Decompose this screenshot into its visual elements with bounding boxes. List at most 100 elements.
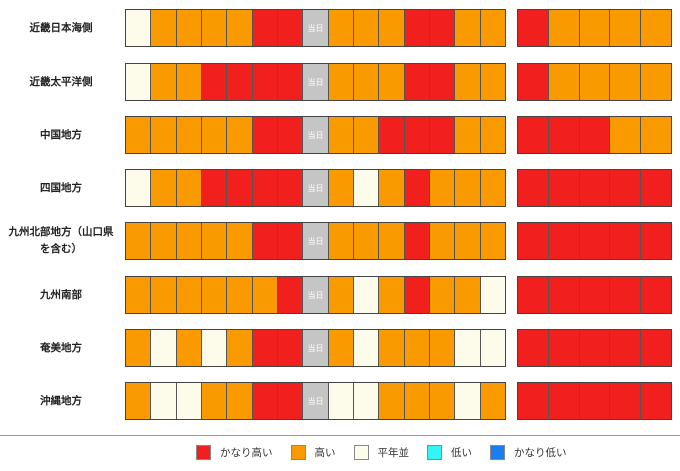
day-cell — [176, 277, 202, 313]
period-cell — [518, 277, 549, 313]
daily-forecast-strip: 当日 — [125, 276, 506, 314]
period-cell — [610, 170, 642, 206]
day-cell — [227, 383, 253, 419]
day-cell — [353, 223, 380, 259]
period-cell — [610, 64, 642, 100]
period-cell — [579, 10, 611, 46]
legend-item: かなり低い — [490, 444, 567, 460]
day-cell — [480, 383, 505, 419]
day-cell — [176, 117, 202, 153]
day-cell — [480, 10, 505, 46]
extended-forecast-strip — [517, 169, 672, 207]
day-cell — [328, 383, 354, 419]
legend-label: 平年並 — [377, 446, 410, 459]
day-cell — [480, 277, 505, 313]
day-cell — [455, 170, 481, 206]
period-cell — [641, 64, 671, 100]
day-cell — [429, 223, 456, 259]
day-cell — [277, 64, 304, 100]
day-cell — [151, 223, 177, 259]
day-cell — [404, 10, 430, 46]
period-cell — [579, 117, 611, 153]
day-cell — [379, 277, 405, 313]
day-cell — [455, 117, 481, 153]
daily-forecast-strip: 当日 — [125, 329, 506, 367]
legend-label: かなり低い — [514, 446, 567, 459]
period-cell — [579, 223, 611, 259]
period-cell — [641, 330, 671, 366]
day-cell — [252, 10, 278, 46]
period-cell — [610, 10, 642, 46]
day-cell — [429, 64, 456, 100]
day-cell — [353, 64, 380, 100]
day-cell — [480, 64, 505, 100]
day-cell — [379, 117, 405, 153]
day-cell — [277, 383, 304, 419]
day-cell — [353, 277, 380, 313]
period-cell — [641, 170, 671, 206]
region-row: 九州南部 当日 — [0, 276, 680, 314]
day-cell — [151, 170, 177, 206]
legend-label: 低い — [451, 446, 472, 459]
region-label: 九州南部 — [40, 288, 82, 301]
day-cell — [379, 64, 405, 100]
today-cell: 当日 — [303, 383, 329, 419]
day-cell — [126, 64, 152, 100]
period-cell — [518, 383, 549, 419]
day-cell — [151, 117, 177, 153]
extended-forecast-strip — [517, 116, 672, 154]
legend: かなり高い 高い 平年並 低い かなり低い — [196, 443, 585, 461]
day-cell — [201, 10, 228, 46]
period-cell — [641, 117, 671, 153]
day-cell — [277, 277, 304, 313]
day-cell — [126, 383, 152, 419]
day-cell — [201, 277, 228, 313]
legend-swatch — [290, 444, 306, 460]
region-label-line: 九州北部地方（山口県 — [8, 226, 114, 238]
daily-forecast-strip: 当日 — [125, 116, 506, 154]
legend-swatch — [490, 444, 505, 460]
day-cell — [151, 277, 177, 313]
day-cell — [328, 277, 354, 313]
period-cell — [548, 64, 580, 100]
day-cell — [151, 383, 177, 419]
period-cell — [548, 223, 580, 259]
day-cell — [429, 383, 456, 419]
day-cell — [353, 330, 380, 366]
day-cell — [126, 330, 152, 366]
region-row: 九州北部地方（山口県 を含む） 当日 — [0, 222, 680, 260]
day-cell — [201, 223, 228, 259]
region-label: 中国地方 — [40, 128, 82, 141]
period-cell — [641, 223, 671, 259]
day-cell — [404, 117, 430, 153]
day-cell — [126, 223, 152, 259]
day-cell — [227, 223, 253, 259]
extended-forecast-strip — [517, 63, 672, 101]
day-cell — [227, 10, 253, 46]
period-cell — [518, 170, 549, 206]
extended-forecast-strip — [517, 276, 672, 314]
period-cell — [548, 277, 580, 313]
day-cell — [328, 117, 354, 153]
legend-swatch — [427, 444, 442, 460]
region-row: 四国地方 当日 — [0, 169, 680, 207]
day-cell — [176, 170, 202, 206]
legend-swatch — [196, 444, 211, 460]
day-cell — [227, 64, 253, 100]
day-cell — [328, 223, 354, 259]
today-cell: 当日 — [303, 117, 329, 153]
day-cell — [176, 330, 202, 366]
day-cell — [252, 223, 278, 259]
period-cell — [579, 277, 611, 313]
day-cell — [277, 223, 304, 259]
day-cell — [353, 10, 380, 46]
day-cell — [480, 170, 505, 206]
legend-label: かなり高い — [220, 446, 273, 459]
period-cell — [548, 117, 580, 153]
day-cell — [227, 277, 253, 313]
day-cell — [328, 330, 354, 366]
period-cell — [518, 330, 549, 366]
period-cell — [641, 383, 671, 419]
day-cell — [151, 10, 177, 46]
day-cell — [151, 64, 177, 100]
